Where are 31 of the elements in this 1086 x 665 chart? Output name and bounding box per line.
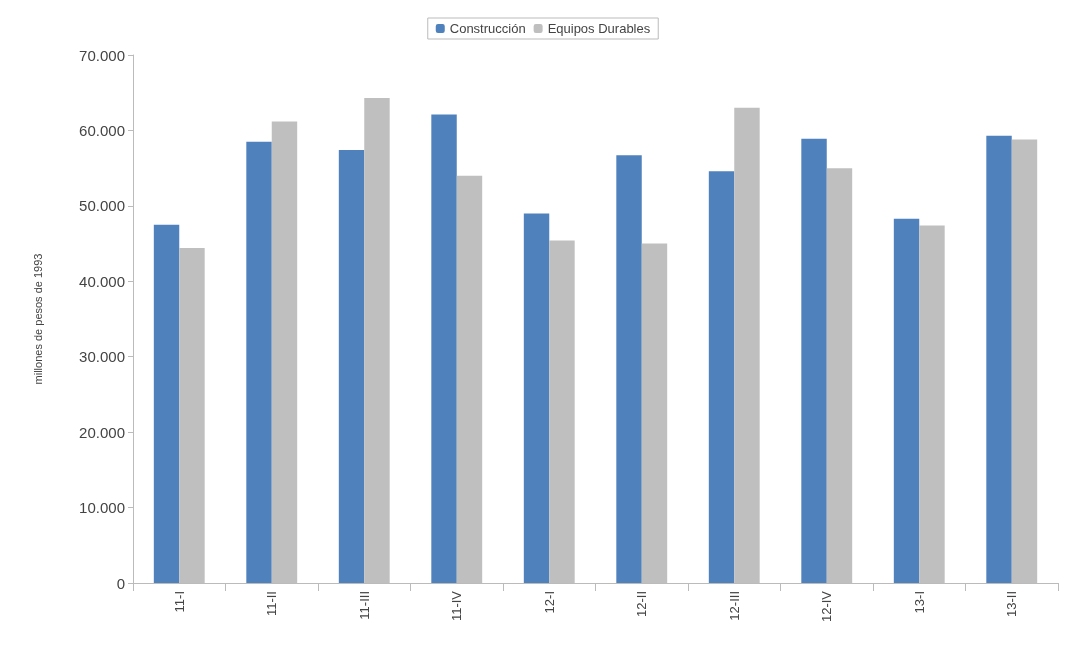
- x-tick-label: 12-III: [726, 591, 742, 621]
- y-tick-label: 60.000: [79, 121, 125, 139]
- bar: [523, 213, 550, 583]
- x-tick-label: 13-II: [1004, 591, 1020, 618]
- y-tick-label: 50.000: [79, 197, 125, 215]
- bar: [338, 150, 365, 583]
- x-tick-label: 11-IV: [449, 590, 465, 622]
- bar: [616, 155, 642, 583]
- bar: [431, 114, 457, 583]
- bar: [153, 224, 180, 583]
- y-tick-label: 30.000: [79, 348, 125, 366]
- bar: [708, 171, 735, 583]
- y-tick-label: 40.000: [79, 272, 125, 290]
- y-tick-label: 10.000: [79, 499, 125, 517]
- y-axis-title: millones de pesos de 1993: [31, 253, 44, 385]
- x-tick-label: 12-I: [541, 591, 557, 614]
- legend-label: Equipos Durables: [547, 21, 651, 36]
- x-tick-label: 13-I: [911, 591, 927, 614]
- x-tick-label: 12-IV: [819, 590, 835, 623]
- legend-label: Construcción: [449, 21, 526, 36]
- y-tick-label: 70.000: [79, 46, 125, 64]
- bar: [986, 135, 1012, 583]
- x-tick-label: 11-II: [264, 591, 280, 617]
- x-tick-label: 12-II: [634, 591, 650, 618]
- bar: [801, 138, 827, 583]
- bar: [246, 141, 272, 583]
- y-tick-label: 20.000: [79, 423, 125, 441]
- x-tick-label: 11-III: [356, 591, 372, 620]
- y-tick-label: 0: [116, 574, 125, 592]
- bar: [893, 218, 920, 583]
- x-tick-label: 11-I: [171, 591, 187, 613]
